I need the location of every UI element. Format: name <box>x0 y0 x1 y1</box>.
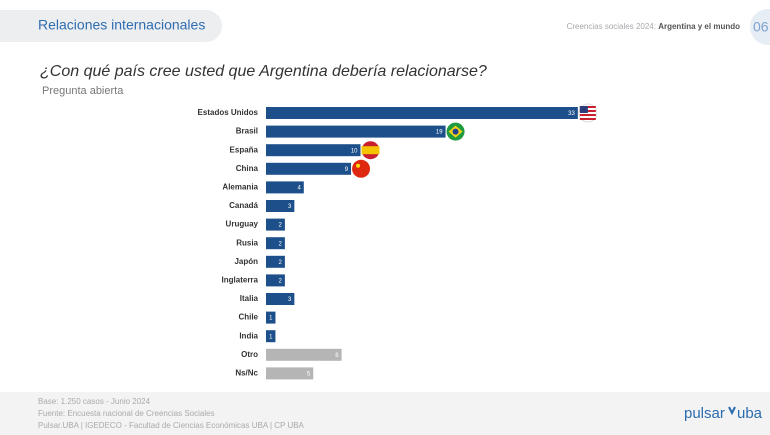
bar <box>266 255 285 268</box>
category-label: Canadá <box>229 201 258 210</box>
flag <box>352 159 371 178</box>
bar <box>266 125 446 138</box>
value-label: 19 <box>436 130 443 136</box>
category-label: Estados Unidos <box>198 108 259 117</box>
footer-line: Base: 1.250 casos - Junio 2024 <box>38 397 151 406</box>
logo-glyph <box>728 406 736 416</box>
value-label: 4 <box>297 185 301 191</box>
flag-globe <box>452 128 459 135</box>
category-label: Rusia <box>236 238 258 247</box>
page-badge <box>750 9 770 45</box>
flag-stripe <box>579 118 596 120</box>
category-label: Uruguay <box>226 220 259 229</box>
value-label: 2 <box>279 223 283 229</box>
value-label: 8 <box>335 353 339 359</box>
flag-stripe <box>579 114 596 116</box>
logo-right: uba <box>737 405 763 422</box>
section-title: Relaciones internacionales <box>38 17 205 33</box>
category-label: España <box>230 145 259 154</box>
bar <box>266 367 314 380</box>
bar <box>266 107 578 119</box>
value-label: 2 <box>279 278 283 284</box>
page-number: 06 <box>753 19 769 35</box>
category-label: Alemania <box>222 183 258 192</box>
report-bold: Argentina y el mundo <box>658 22 740 31</box>
value-label: 5 <box>307 371 311 377</box>
bar <box>266 218 285 231</box>
bar <box>266 311 276 324</box>
section-pill <box>0 10 222 42</box>
value-label: 9 <box>345 167 349 173</box>
category-label: Brasil <box>236 127 258 136</box>
value-label: 1 <box>269 334 273 340</box>
chart-title: ¿Con qué país cree usted que Argentina d… <box>40 63 487 80</box>
value-label: 2 <box>279 241 283 247</box>
report-label: Creencias sociales 2024: <box>567 22 656 31</box>
category-label: Chile <box>238 313 258 322</box>
category-label: Inglaterra <box>222 276 259 285</box>
value-label: 10 <box>351 148 358 154</box>
category-label: Italia <box>240 294 259 303</box>
flag-band <box>361 146 380 155</box>
value-label: 33 <box>568 111 575 117</box>
bar <box>266 144 361 157</box>
report-title: Creencias sociales 2024: Argentina y el … <box>567 22 741 31</box>
bar <box>266 200 295 212</box>
category-label: India <box>239 331 258 340</box>
bar <box>266 293 295 305</box>
value-label: 2 <box>279 260 283 266</box>
footer-line: Fuente: Encuesta nacional de Creencias S… <box>38 409 215 418</box>
bar <box>266 162 352 175</box>
category-label: Ns/Nc <box>235 369 258 378</box>
bar <box>266 330 276 343</box>
category-label: China <box>236 164 259 173</box>
footer-band <box>0 392 770 435</box>
bar <box>266 181 304 194</box>
category-label: Japón <box>234 257 258 266</box>
bar <box>266 274 285 287</box>
category-label: Otro <box>241 350 258 359</box>
chart-subtitle: Pregunta abierta <box>42 85 124 97</box>
value-label: 1 <box>269 316 273 322</box>
bar <box>266 348 342 361</box>
logo-left: pulsar <box>684 405 725 422</box>
value-label: 3 <box>288 204 292 210</box>
flag-canton <box>579 106 588 113</box>
flag-star <box>356 163 361 168</box>
bar <box>266 237 285 250</box>
footer-line: Pulsar.UBA | IGEDECO - Facultad de Cienc… <box>38 421 305 430</box>
value-label: 3 <box>288 297 292 303</box>
